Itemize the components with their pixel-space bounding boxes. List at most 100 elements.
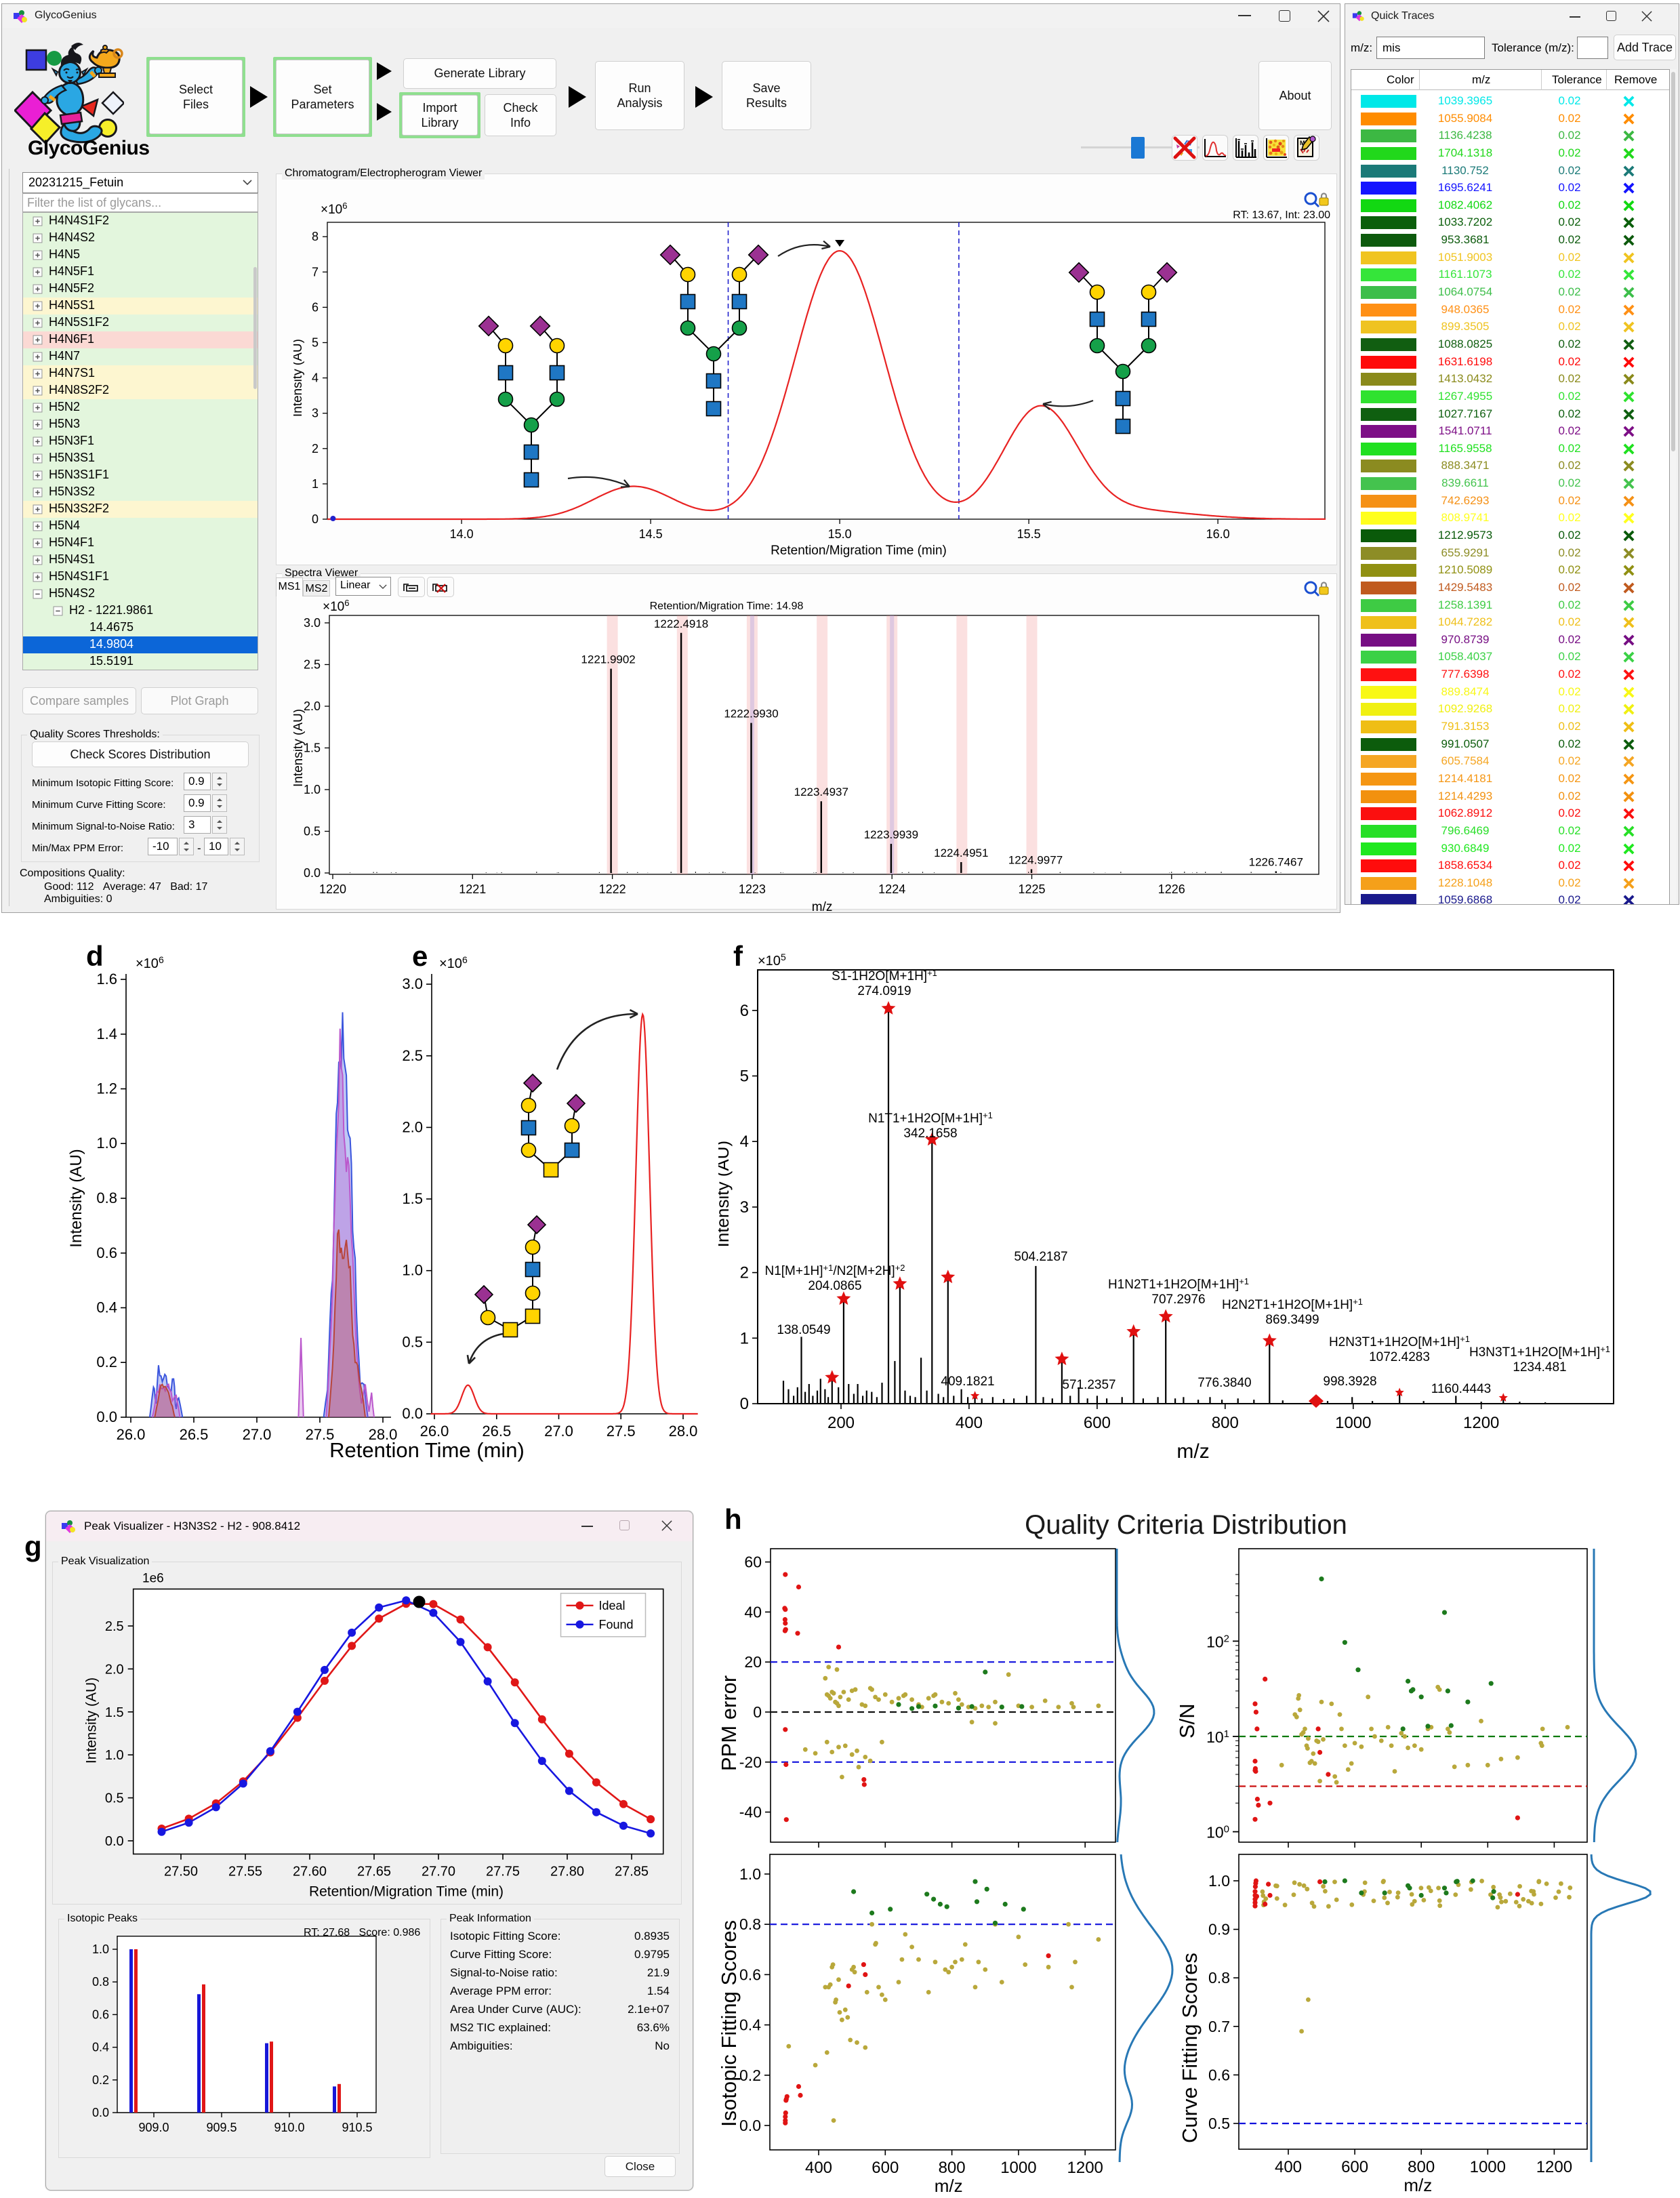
svg-text:274.0919: 274.0919 (857, 984, 911, 998)
svg-text:m/z: m/z (812, 900, 833, 914)
svg-text:×105: ×105 (758, 952, 786, 969)
svg-text:1225: 1225 (1018, 882, 1045, 896)
svg-text:15.5: 15.5 (1017, 527, 1041, 541)
svg-text:1072.4283: 1072.4283 (1369, 1350, 1430, 1364)
svg-text:×106: ×106 (323, 599, 349, 614)
svg-text:0.4: 0.4 (96, 1299, 117, 1316)
svg-text:0.6: 0.6 (92, 2008, 109, 2021)
svg-text:2.5: 2.5 (304, 658, 321, 672)
svg-text:200: 200 (827, 1414, 855, 1432)
svg-text:14.5: 14.5 (639, 527, 663, 541)
svg-text:3.0: 3.0 (304, 616, 321, 630)
svg-text:5: 5 (740, 1067, 749, 1086)
svg-text:27.0: 27.0 (243, 1426, 272, 1443)
svg-text:800: 800 (1408, 2158, 1435, 2176)
svg-text:40: 40 (744, 1603, 762, 1621)
svg-text:2.0: 2.0 (105, 1662, 124, 1677)
svg-text:28.0: 28.0 (669, 1423, 698, 1440)
svg-text:600: 600 (872, 2159, 899, 2177)
svg-text:1200: 1200 (1536, 2158, 1572, 2176)
svg-text:2.0: 2.0 (304, 699, 321, 713)
svg-text:m/z: m/z (1176, 1440, 1209, 1463)
svg-text:1.0: 1.0 (402, 1262, 423, 1279)
svg-text:400: 400 (1275, 2158, 1302, 2176)
svg-text:400: 400 (805, 2159, 832, 2177)
svg-text:1.0: 1.0 (96, 1135, 117, 1152)
svg-text:1223: 1223 (739, 882, 766, 896)
svg-text:1226.7467: 1226.7467 (1249, 856, 1303, 869)
svg-text:0.0: 0.0 (92, 2106, 109, 2119)
svg-text:S1-1H2O[M+1H]+1: S1-1H2O[M+1H]+1 (832, 968, 937, 983)
svg-text:0.2: 0.2 (739, 2067, 761, 2084)
svg-text:H2N3T1+1H2O[M+1H]+1: H2N3T1+1H2O[M+1H]+1 (1329, 1334, 1470, 1349)
svg-text:600: 600 (1341, 2158, 1368, 2176)
svg-text:27.50: 27.50 (164, 1865, 198, 1879)
svg-text:Ideal: Ideal (599, 1599, 626, 1612)
svg-text:2.5: 2.5 (105, 1619, 124, 1634)
svg-text:20: 20 (744, 1653, 762, 1671)
svg-text:1221: 1221 (459, 882, 486, 896)
svg-text:e: e (412, 942, 428, 972)
svg-text:1223.9939: 1223.9939 (864, 828, 918, 841)
svg-text:1200: 1200 (1463, 1414, 1499, 1432)
svg-text:0.8: 0.8 (739, 1915, 761, 1933)
svg-text:4: 4 (740, 1133, 749, 1151)
svg-text:26.5: 26.5 (180, 1426, 209, 1443)
svg-text:7: 7 (312, 265, 319, 279)
svg-text:0.8: 0.8 (1208, 1969, 1230, 1987)
svg-text:1224.9977: 1224.9977 (1008, 854, 1063, 867)
svg-text:27.5: 27.5 (306, 1426, 335, 1443)
svg-text:1000: 1000 (1335, 1414, 1371, 1432)
svg-text:Intensity (AU): Intensity (AU) (84, 1677, 100, 1764)
svg-text:1.0: 1.0 (105, 1748, 124, 1763)
svg-text:1160.4443: 1160.4443 (1431, 1382, 1491, 1396)
svg-text:Retention/Migration Time (min): Retention/Migration Time (min) (771, 544, 947, 558)
svg-text:1.5: 1.5 (402, 1190, 423, 1207)
svg-text:0.5: 0.5 (1208, 2115, 1230, 2132)
svg-text:26.0: 26.0 (420, 1423, 449, 1440)
svg-text:0.9: 0.9 (1208, 1921, 1230, 1938)
svg-text:1222: 1222 (599, 882, 626, 896)
svg-text:27.0: 27.0 (544, 1423, 573, 1440)
svg-text:27.70: 27.70 (422, 1865, 455, 1879)
svg-text:H1N2T1+1H2O[M+1H]+1: H1N2T1+1H2O[M+1H]+1 (1108, 1276, 1249, 1292)
svg-text:1224: 1224 (878, 882, 905, 896)
svg-text:Intensity (AU): Intensity (AU) (718, 1141, 733, 1248)
svg-text:0.2: 0.2 (96, 1354, 117, 1370)
svg-text:1.0: 1.0 (92, 1942, 109, 1956)
svg-text:26.0: 26.0 (117, 1426, 146, 1443)
svg-text:409.1821: 409.1821 (941, 1375, 994, 1389)
svg-text:0.2: 0.2 (92, 2073, 109, 2087)
svg-text:H2N2T1+1H2O[M+1H]+1: H2N2T1+1H2O[M+1H]+1 (1222, 1297, 1363, 1312)
svg-text:×106: ×106 (136, 954, 164, 971)
svg-text:0: 0 (740, 1395, 749, 1413)
svg-text:4: 4 (312, 371, 319, 385)
svg-text:998.3928: 998.3928 (1323, 1375, 1376, 1389)
svg-text:0: 0 (753, 1703, 762, 1721)
svg-text:Intensity (AU): Intensity (AU) (67, 1149, 85, 1247)
svg-text:1000: 1000 (1000, 2159, 1036, 2177)
svg-text:0.0: 0.0 (105, 1834, 124, 1849)
svg-text:27.55: 27.55 (228, 1865, 262, 1879)
svg-text:27.75: 27.75 (486, 1865, 520, 1879)
svg-text:0.6: 0.6 (739, 1966, 761, 1983)
svg-text:14.0: 14.0 (450, 527, 474, 541)
svg-text:Retention/Migration Time (min): Retention/Migration Time (min) (309, 1884, 504, 1900)
svg-text:101: 101 (1206, 1728, 1229, 1746)
svg-text:204.0865: 204.0865 (808, 1279, 861, 1293)
svg-text:×106: ×106 (321, 201, 347, 217)
svg-text:910.0: 910.0 (274, 2121, 304, 2134)
svg-text:N1T1+1H2O[M+1H]+1: N1T1+1H2O[M+1H]+1 (868, 1110, 993, 1126)
svg-text:6: 6 (740, 1002, 749, 1020)
svg-text:909.5: 909.5 (206, 2121, 237, 2134)
svg-text:0.4: 0.4 (739, 2016, 761, 2034)
svg-text:d: d (86, 942, 104, 972)
svg-text:8: 8 (312, 230, 319, 243)
svg-text:1.0: 1.0 (304, 783, 321, 796)
svg-text:909.0: 909.0 (138, 2121, 169, 2134)
svg-text:1226: 1226 (1158, 882, 1185, 896)
svg-text:0.6: 0.6 (1208, 2066, 1230, 2083)
svg-text:26.5: 26.5 (482, 1423, 511, 1440)
svg-text:m/z: m/z (935, 2176, 963, 2196)
svg-text:×106: ×106 (439, 954, 468, 971)
